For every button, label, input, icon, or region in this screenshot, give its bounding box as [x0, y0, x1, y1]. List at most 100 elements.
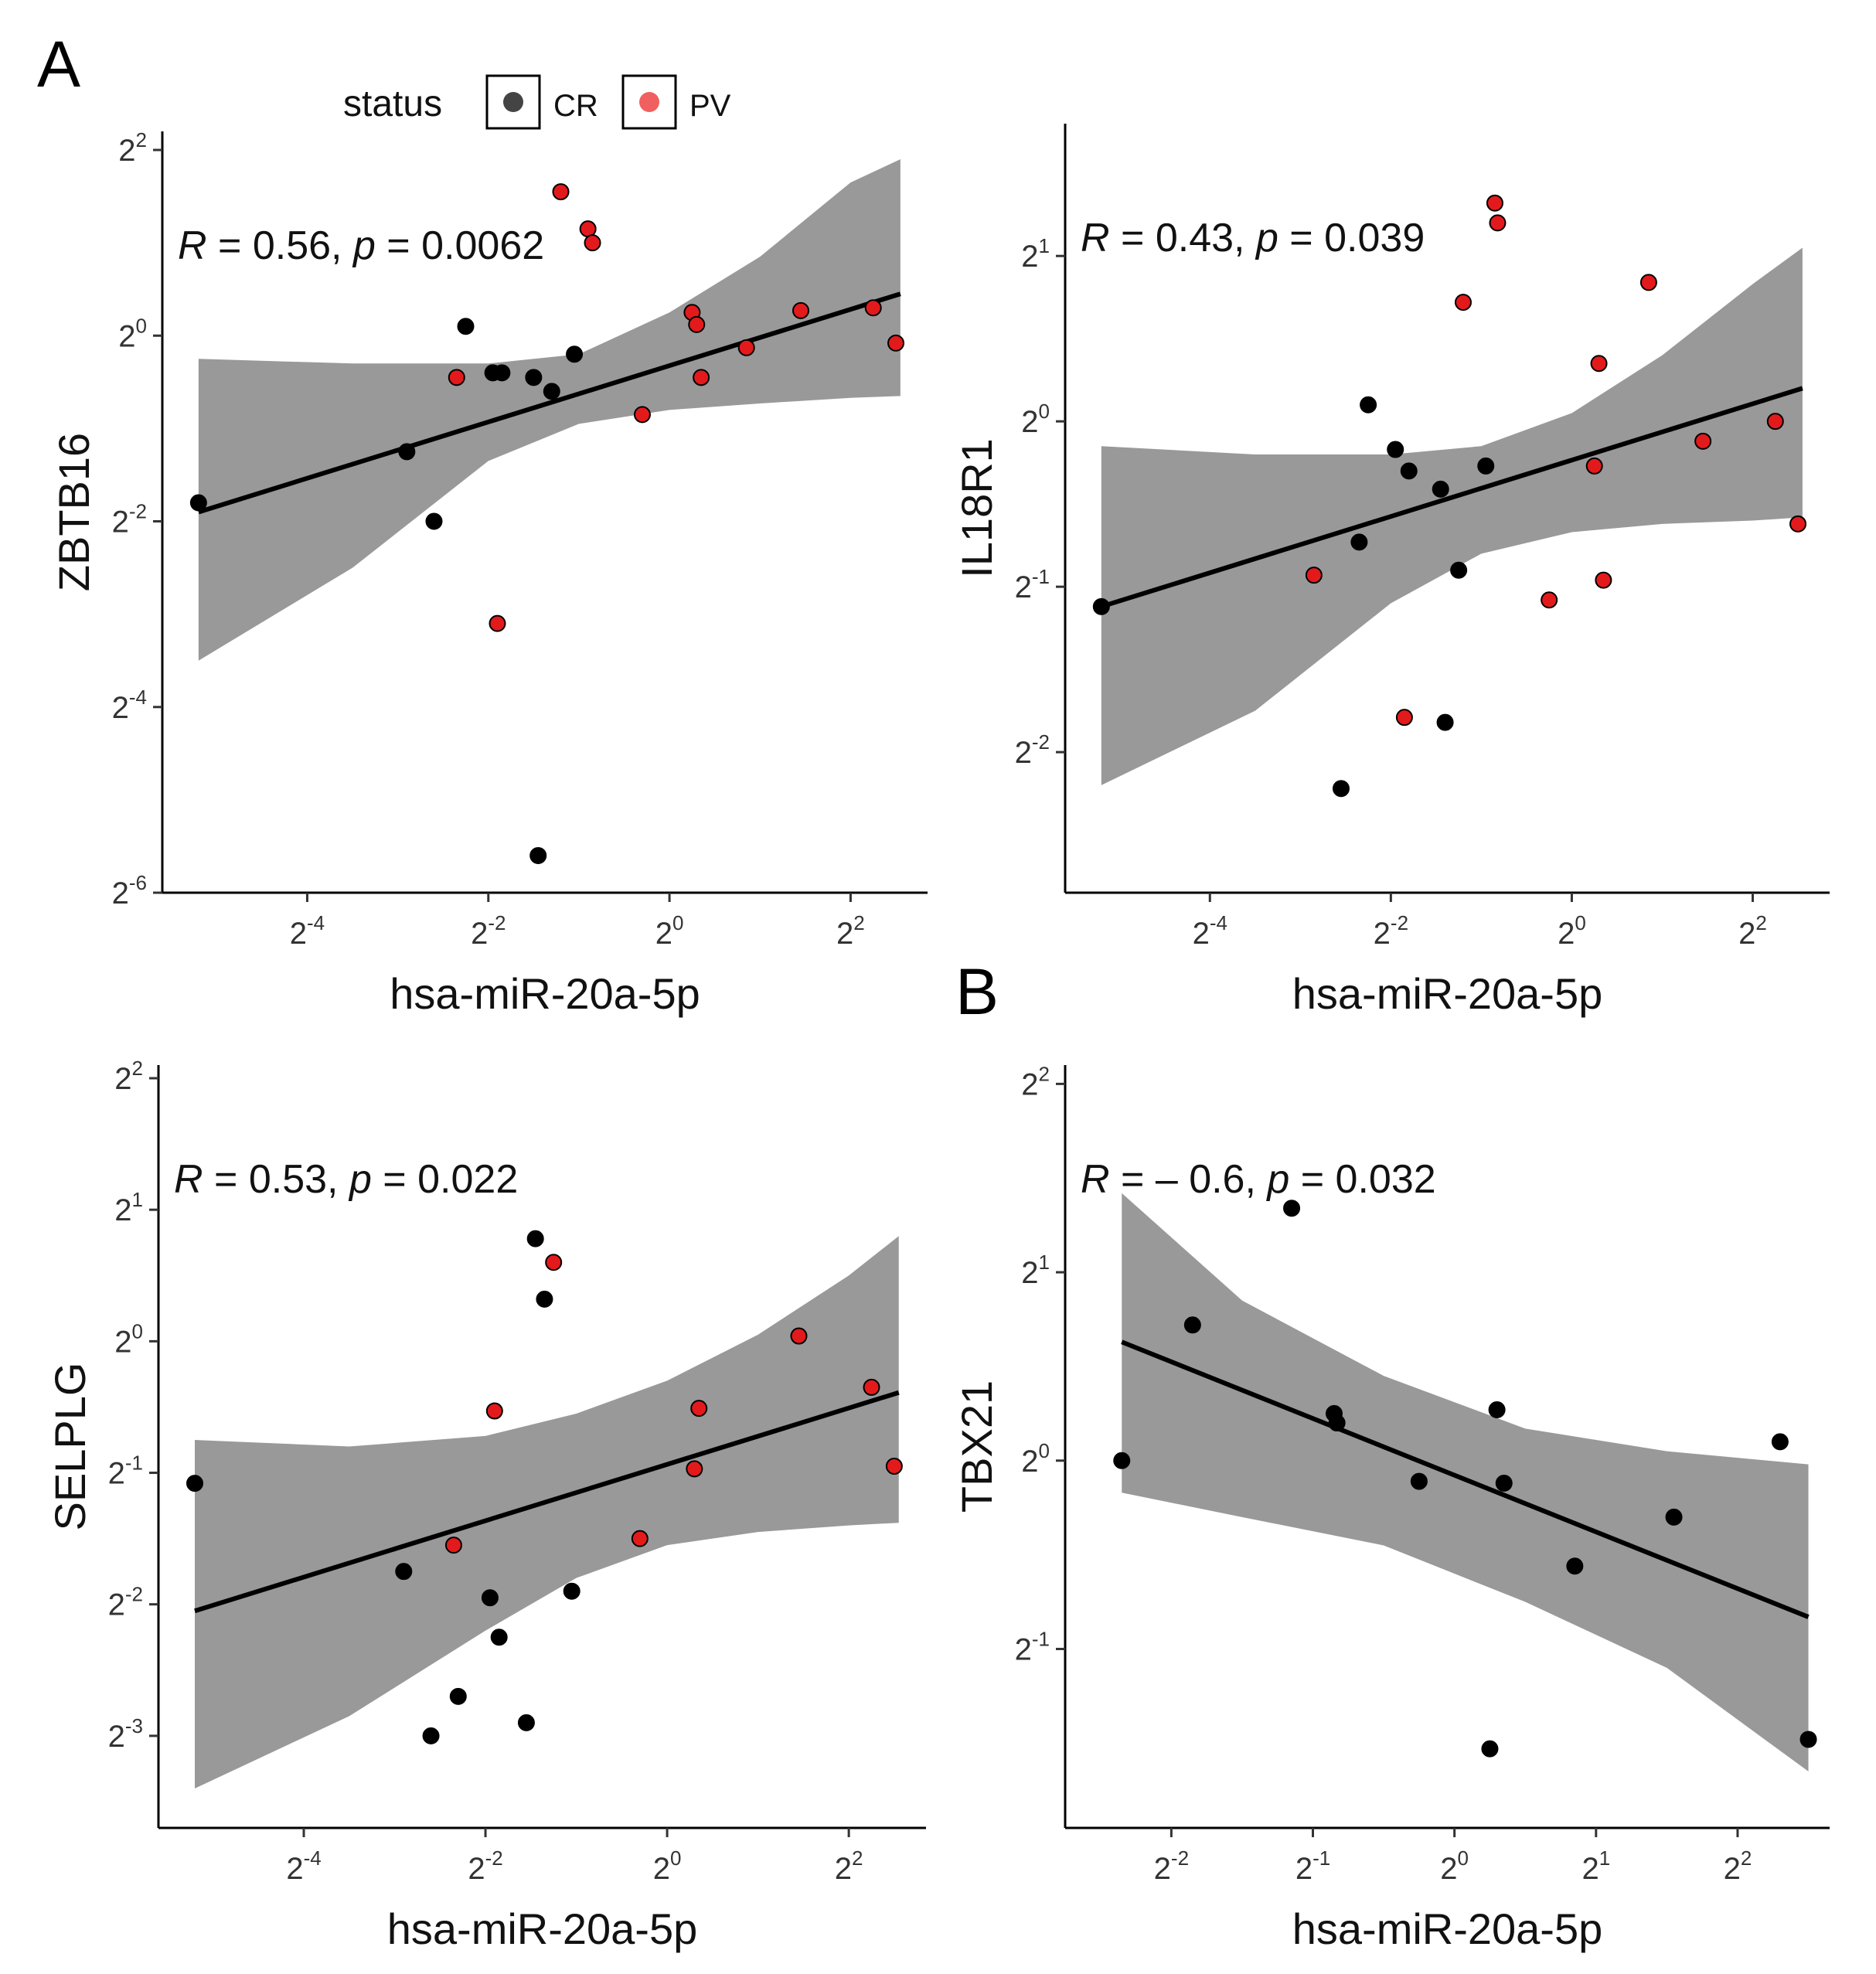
data-point-cr	[543, 383, 560, 400]
x-tick-label: 20	[1558, 911, 1586, 951]
data-point-pv	[1590, 355, 1608, 373]
x-tick-label: 20	[655, 911, 684, 951]
data-point-pv	[885, 1458, 903, 1475]
x-tick-label: 2-2	[468, 1846, 502, 1886]
y-tick-label: 2-4	[112, 686, 147, 725]
y-tick-label: 20	[1021, 1439, 1050, 1479]
data-point-cr	[425, 512, 443, 530]
data-point-cr	[1183, 1316, 1201, 1334]
data-point-cr	[536, 1290, 553, 1308]
panel-label-b: B	[955, 955, 999, 1028]
y-axis-title: TBX21	[952, 1380, 1001, 1513]
y-axis-title: SELPLG	[46, 1363, 94, 1531]
data-point-cr	[566, 345, 584, 363]
data-point-pv	[485, 1402, 503, 1420]
y-tick-label: 2-1	[108, 1452, 143, 1491]
data-point-pv	[688, 315, 706, 333]
y-axis-title: IL18R1	[952, 438, 1001, 578]
data-point-pv	[693, 369, 710, 386]
legend-item-pv: PV	[621, 74, 731, 130]
x-tick-label: 20	[653, 1846, 682, 1886]
data-point-cr	[1387, 441, 1404, 458]
x-axis-title: hsa-miR-20a-5p	[390, 969, 700, 1018]
panel-label-a: A	[37, 28, 80, 100]
x-tick-label: 2-4	[290, 911, 325, 951]
regression-line	[194, 1390, 900, 1614]
data-point-pv	[552, 183, 570, 201]
confidence-band	[198, 159, 901, 661]
data-point-pv	[1486, 194, 1503, 212]
data-point-cr	[563, 1582, 581, 1600]
data-point-pv	[1789, 515, 1807, 533]
data-point-pv	[887, 334, 904, 352]
x-tick-label: 2-4	[1193, 911, 1227, 951]
x-tick-label: 2-1	[1295, 1846, 1330, 1886]
confidence-band	[195, 1236, 899, 1789]
data-point-cr	[1092, 597, 1110, 615]
y-tick-label: 20	[118, 314, 147, 353]
data-point-pv	[863, 1378, 880, 1396]
data-point-cr	[1283, 1200, 1301, 1217]
data-point-pv	[1639, 274, 1657, 291]
data-point-pv	[579, 220, 597, 238]
x-tick-label: 20	[1440, 1846, 1469, 1886]
data-point-cr	[1332, 780, 1350, 798]
data-point-pv	[489, 614, 506, 632]
data-point-pv	[444, 1537, 462, 1554]
data-point-cr	[525, 369, 543, 386]
data-point-pv	[633, 406, 651, 424]
x-tick-label: 22	[835, 1846, 863, 1886]
legend-title: status	[343, 83, 442, 124]
data-point-cr	[1450, 561, 1468, 579]
data-point-cr	[1432, 480, 1449, 498]
y-tick-label: 2-2	[1015, 730, 1050, 770]
legend-marker-pv	[639, 92, 659, 112]
correlation-annotation: R = 0.56, p = 0.0062	[178, 223, 544, 268]
x-tick-label: 2-4	[286, 1846, 321, 1886]
data-point-cr	[1328, 1414, 1346, 1432]
data-point-cr	[1481, 1740, 1499, 1758]
correlation-annotation: R = 0.43, p = 0.039	[1081, 216, 1425, 260]
legend-item-cr: CR	[485, 74, 598, 130]
data-point-pv	[631, 1530, 649, 1547]
legend: status CR PV	[343, 74, 731, 130]
data-point-cr	[186, 1475, 204, 1492]
data-point-cr	[1566, 1557, 1584, 1575]
data-point-pv	[792, 301, 809, 319]
data-point-cr	[1488, 1401, 1506, 1418]
data-point-pv	[737, 339, 755, 356]
y-tick-label: 21	[1021, 234, 1050, 274]
data-point-cr	[1113, 1452, 1131, 1469]
y-tick-label: 20	[114, 1319, 143, 1359]
legend-label-cr: CR	[553, 89, 598, 123]
data-point-cr	[526, 1230, 544, 1247]
data-point-pv	[448, 369, 465, 386]
data-point-pv	[790, 1327, 808, 1345]
data-point-cr	[493, 364, 511, 382]
legend-key-cr	[485, 74, 541, 130]
data-point-cr	[1350, 533, 1368, 551]
y-tick-label: 22	[114, 1057, 143, 1096]
data-point-pv	[1395, 709, 1413, 727]
correlation-annotation: R = 0.53, p = 0.022	[174, 1157, 518, 1202]
data-point-cr	[1495, 1475, 1513, 1492]
y-tick-label: 2-3	[108, 1714, 143, 1754]
data-point-cr	[1436, 713, 1454, 731]
data-point-pv	[1585, 457, 1603, 475]
x-tick-label: 22	[836, 911, 865, 951]
data-point-pv	[1305, 567, 1323, 584]
y-tick-label: 21	[114, 1188, 143, 1227]
data-point-cr	[1771, 1433, 1789, 1451]
panel-il18r1: 2-4 2-2 20 22 2-2 2-1 20 21 hsa-miR-20a-5p IL18R1…	[952, 124, 1830, 1018]
data-point-pv	[1595, 571, 1612, 589]
data-point-pv	[690, 1400, 708, 1418]
x-axis-title: hsa-miR-20a-5p	[387, 1904, 698, 1953]
data-point-pv	[1694, 432, 1712, 450]
y-tick-label: 22	[1021, 1062, 1050, 1101]
correlation-annotation: R = – 0.6, p = 0.032	[1081, 1157, 1436, 1202]
data-point-pv	[864, 299, 882, 317]
x-tick-label: 21	[1581, 1846, 1610, 1886]
data-point-cr	[490, 1629, 508, 1646]
regression-line	[1100, 386, 1803, 609]
